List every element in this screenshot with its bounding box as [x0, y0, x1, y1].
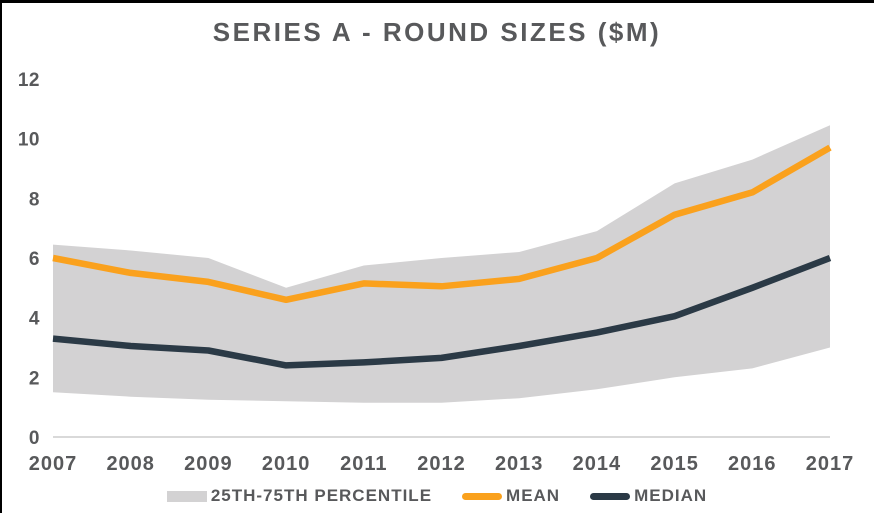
x-tick-label: 2015	[650, 453, 699, 475]
y-tick-label: 4	[29, 309, 40, 330]
mean-line-swatch	[462, 492, 503, 500]
percentile-band-area	[53, 125, 830, 403]
x-tick-label: 2013	[495, 453, 544, 475]
y-tick-label: 0	[29, 428, 40, 449]
mean-label: MEAN	[506, 486, 561, 505]
chart-legend: 25TH-75TH PERCENTILE MEAN MEDIAN	[0, 486, 874, 506]
legend-item-median: MEDIAN	[590, 486, 707, 506]
median-label: MEDIAN	[634, 486, 708, 505]
y-tick-label: 8	[29, 189, 40, 210]
x-tick-label: 2012	[417, 453, 466, 475]
x-tick-label: 2009	[184, 453, 233, 475]
y-tick-label: 6	[29, 249, 40, 270]
y-tick-label: 2	[29, 368, 40, 389]
chart-plot-area: 0 2 4 6 8 10 12 2007 2008 2009 2010 2011 2012 2013 201…	[18, 70, 855, 475]
x-tick-label: 2014	[573, 453, 622, 475]
x-tick-label: 2010	[262, 453, 311, 475]
x-tick-label: 2007	[29, 453, 78, 475]
x-tick-label: 2008	[106, 453, 155, 475]
y-tick-label: 12	[18, 70, 40, 91]
percentile-band-label: 25TH-75TH PERCENTILE	[210, 486, 433, 505]
x-tick-label: 2016	[728, 453, 777, 475]
y-tick-label: 10	[18, 130, 40, 151]
frame-left-border	[0, 3, 2, 513]
percentile-band-swatch	[166, 490, 207, 502]
legend-item-mean: MEAN	[462, 486, 560, 506]
median-line	[52, 254, 832, 369]
chart-title: SERIES A - ROUND SIZES ($M)	[212, 17, 662, 47]
median-line-swatch	[590, 492, 631, 500]
x-tick-label: 2011	[340, 453, 387, 475]
legend-item-percentile-band: 25TH-75TH PERCENTILE	[166, 486, 433, 506]
x-tick-label: 2017	[806, 453, 855, 475]
mean-line	[52, 144, 832, 304]
